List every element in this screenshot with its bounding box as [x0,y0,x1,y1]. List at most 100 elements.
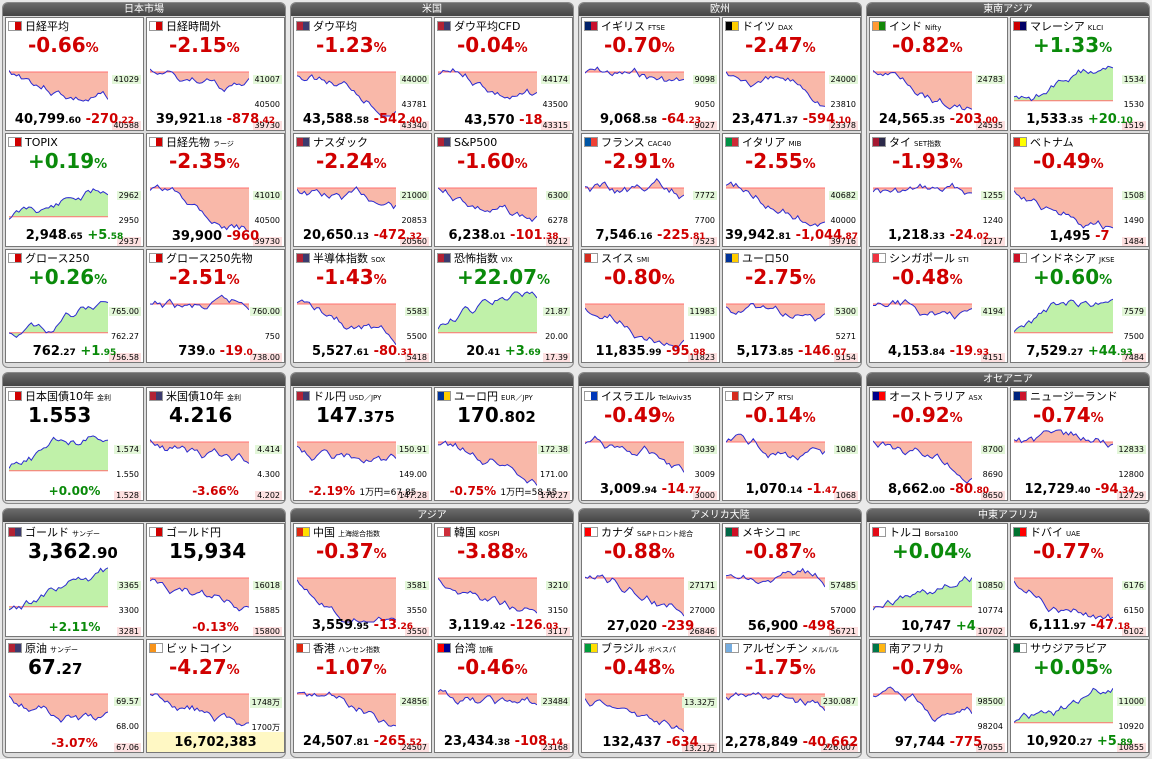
market-panel[interactable]: グロース250先物 760.00 750 738.00 -2.51% 739.0 -19.… [146,249,285,363]
market-panel[interactable]: ドバイ UAE 6176 6150 6102 -0.77% 6,111.97 -47.18 [1010,523,1149,637]
panel-title: ダウ平均 [296,19,429,34]
price-row: 9,068.58 -64.23 [582,112,719,129]
price-row: 10,920.27 +5.89 [1011,734,1148,751]
market-panel[interactable]: 中国 上海総合指数 3581 3550 3550 -0.37% 3,559.95 -13.2… [293,523,432,637]
panel-title: ダウ平均CFD [437,19,570,34]
change-value: -2.47 [745,33,803,57]
group-header: 日本市場 [3,3,285,16]
chart-svg [873,686,972,723]
chart-svg [297,71,396,117]
chart-area [9,301,108,338]
panel-title-text: 日経平均 [25,20,69,33]
market-panel[interactable]: ダウ平均CFD 44174 43500 43315 -0.04% 43,570 -18 [434,17,573,131]
price-int: 1,495 [1049,229,1091,244]
panel-title: グロース250 [8,251,141,266]
diff-int: -108 [514,734,548,749]
panel-title: インドネシア JKSE [1013,251,1146,266]
chart-high-label: 11000 [1116,697,1146,706]
percent-sign: % [373,273,387,288]
market-panel[interactable]: ナスダック 21000 20853 20560 -2.24% 20,650.13 -472… [293,133,432,247]
market-panel[interactable]: オーストラリア ASX 8700 8690 8650 -0.92% 8,662.00 -80… [869,387,1008,501]
market-panel[interactable]: ロシア RTSI 1080 1068 -0.14% 1,070.14 -1.47 [722,387,861,501]
chart-area [1014,188,1113,230]
price-value: 132,437 [602,735,661,750]
price-diff: -80.31 [374,344,413,359]
market-panel[interactable]: 日本国債10年 金利 1.574 1.550 1.528 1.553 +0.00% [5,387,144,501]
market-panel[interactable]: シンガポール STI 4194 4151 -0.48% 4,153.84 -19.93 [869,249,1008,363]
chart-area [9,188,108,220]
panel-title: 恐怖指数 VIX [437,251,570,266]
market-panel[interactable]: イギリス FTSE 9098 9050 9027 -0.70% 9,068.58 -64.2… [581,17,720,131]
market-panel[interactable]: S&P500 6300 6278 6212 -1.60% 6,238.01 -101.38 [434,133,573,247]
flag-icon [437,21,451,31]
market-panel[interactable]: 韓国 KOSPI 3210 3150 3117 -3.88% 3,119.42 -126.0… [434,523,573,637]
change-percent: -0.74% [1033,403,1104,431]
chart-svg [1014,687,1113,724]
market-panel[interactable]: 香港 ハンセン指数 24856 24507 -1.07% 24,507.81 -265.5… [293,639,432,753]
chart-svg [438,440,537,486]
chart-mid-label: 10774 [975,606,1005,615]
market-panel[interactable]: 半導体指数 SOX 5583 5500 5418 -1.43% 5,527.61 -80.3… [293,249,432,363]
chart-area [726,692,825,711]
market-panel[interactable]: イスラエル TelAviv35 3039 3009 3000 -0.49% 3,009.94… [581,387,720,501]
market-panel[interactable]: カナダ S&Pトロント総合 27171 27000 26846 -0.88% 27,020 … [581,523,720,637]
market-panel[interactable]: 原油 サンデー 69.57 68.00 67.06 67.27 -3.07% [5,639,144,753]
price-diff: -94.34 [1095,482,1134,497]
diff-dec: .03 [542,622,559,632]
market-panel[interactable]: ユーロ50 5300 5271 5154 -2.75% 5,173.85 -146.07 [722,249,861,363]
market-panel[interactable]: ニュージーランド 12833 12800 12729 -0.74% 12,729.40 -… [1010,387,1149,501]
market-panel[interactable]: ベトナム 1508 1490 1484 -0.49% 1,495 -7 [1010,133,1149,247]
market-panel[interactable]: インドネシア JKSE 7579 7500 7484 +0.60% 7,529.27 +44… [1010,249,1149,363]
market-panel[interactable]: 米国債10年 金利 4.414 4.300 4.202 4.216 -3.66% [146,387,285,501]
percent-sign: % [373,41,387,56]
market-panel[interactable]: メキシコ IPC 57485 57000 56721 -0.87% 56,900 -498 [722,523,861,637]
price-value: 43,570 [464,113,514,128]
percent-sign: % [226,273,240,288]
price-diff: -80.80 [950,482,989,497]
price-int: 16,702,383 [174,735,257,750]
market-panel[interactable]: ドイツ DAX 24000 23810 23378 -2.47% 23,471.37 -59… [722,17,861,131]
market-panel[interactable]: トルコ Borsa100 10850 10774 10702 +0.04% 10,747 +… [869,523,1008,637]
chart-svg [150,693,249,727]
market-panel[interactable]: イタリア MIB 40682 40000 39716 -2.55% 39,942.81 -1… [722,133,861,247]
market-panel[interactable]: インド Nifty 24783 24535 -0.82% 24,565.35 -203.0… [869,17,1008,131]
market-panel[interactable]: 台湾 加権 23484 23168 -0.46% 23,434.38 -108.14 [434,639,573,753]
value-int: 1.553 [28,403,92,427]
price-diff: -265.52 [374,734,423,749]
market-panel[interactable]: 日経先物 ラージ 41010 40500 39730 -2.35% 39,900 -960 [146,133,285,247]
percent-sign: % [661,663,675,678]
mini-chart [297,172,396,244]
price-dec: .33 [929,232,946,242]
market-panel[interactable]: マレーシア KLCI 1534 1530 1519 +1.33% 1,533.35 +20.… [1010,17,1149,131]
market-panel[interactable]: グロース250 765.00 762.27 756.58 +0.26% 762.27 +1… [5,249,144,363]
market-panel[interactable]: サウジアラビア 11000 10920 10855 +0.05% 10,920.27 +5… [1010,639,1149,753]
market-panel[interactable]: 日経平均 41029 40588 -0.66% 40,799.60 -270.22 [5,17,144,131]
market-panel[interactable]: ゴールド円 16018 15885 15800 15,934 -0.13% [146,523,285,637]
market-panel[interactable]: 恐怖指数 VIX 21.87 20.00 17.39 +22.07% 20.41 +3.69 [434,249,573,363]
market-panel[interactable]: 日経時間外 41007 40500 39730 -2.15% 39,921.18 -878… [146,17,285,131]
panel-subtitle: ハンセン指数 [338,646,380,654]
market-panel[interactable]: ユーロ円 EUR／JPY 172.38 171.00 170.27 170.802 -0.7… [434,387,573,501]
panel-title-text: インドネシア [1030,252,1096,265]
market-panel[interactable]: 南アフリカ 98500 98204 97055 -0.79% 97,744 -775 [869,639,1008,753]
market-panel[interactable]: ゴールド サンデー 3365 3300 3281 3,362.90 +2.11% [5,523,144,637]
panel-title-text: ニュージーランド [1030,390,1118,403]
market-panel[interactable]: タイ SET指数 1255 1240 1217 -1.93% 1,218.33 -24.02 [869,133,1008,247]
diff-dec: .32 [406,232,423,242]
market-panel[interactable]: ドル円 USD／JPY 150.91 149.00 147.28 147.375 -2.19… [293,387,432,501]
market-panel[interactable]: ビットコイン1748万1700万1661万-4.27%16,702,383 [146,639,285,753]
market-panel[interactable]: アルゼンチン メルバル 230.087 226.007 -1.75% 2,278,849 … [722,639,861,753]
chart-low-label: 3000 [692,491,717,500]
market-panel[interactable]: TOPIX 2962 2950 2937 +0.19% 2,948.65 +5.58 [5,133,144,247]
price-dec: .00 [929,486,946,496]
market-panel[interactable]: ダウ平均 44000 43781 43340 -1.23% 43,588.58 -542.… [293,17,432,131]
market-panel[interactable]: ブラジル ボベスパ 13.32万 13.21万 -0.48% 132,437 -634 [581,639,720,753]
market-panel[interactable]: フランス CAC40 7772 7700 7523 -2.91% 7,546.16 -225… [581,133,720,247]
change-value: -0.49 [604,403,662,427]
chart-high-label: 21000 [399,191,429,200]
chart-mid-label: 57000 [828,606,858,615]
panel-title-text: TOPIX [25,136,58,149]
price-row: 10,747 +4 [870,619,1007,635]
market-panel[interactable]: スイス SMI 11983 11900 11823 -0.80% 11,835.99 -95… [581,249,720,363]
panel-title: ロシア RTSI [725,389,858,404]
